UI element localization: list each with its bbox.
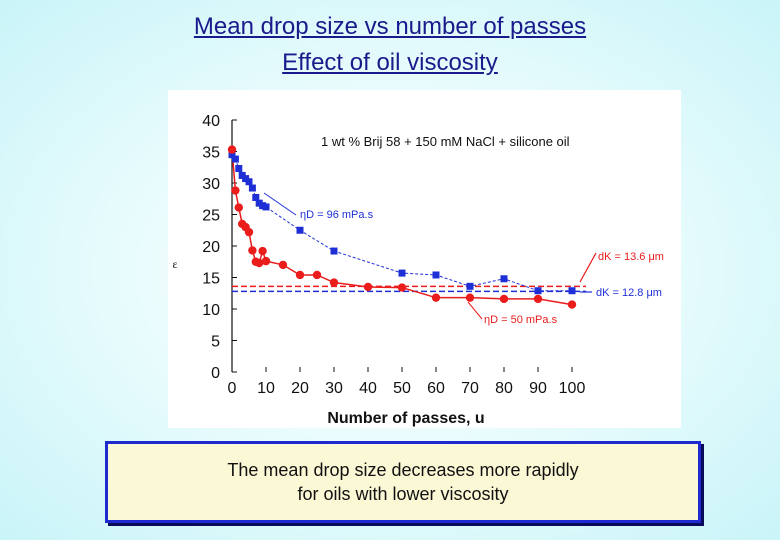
y-tick-label: 30 <box>202 176 220 193</box>
series-label-96: ηD = 96 mPa.s <box>300 209 374 221</box>
y-axis-label: ε <box>172 257 177 271</box>
series-label-50: ηD = 50 mPa.s <box>484 314 558 326</box>
data-point-circle <box>329 278 339 287</box>
reference-line-label-12-8: dK = 12.8 μm <box>596 287 662 299</box>
data-point-square <box>398 269 406 277</box>
chart-panel: 0 5 10 15 20 25 30 35 40 0 10 20 30 40 50 60 70 80 90 100 1… <box>168 90 681 428</box>
reference-line-label-13-6: dK = 13.6 μm <box>598 251 664 263</box>
data-point-circle <box>295 270 305 280</box>
x-tick-label: 80 <box>495 380 513 397</box>
x-axis-label: Number of passes, u <box>327 410 484 427</box>
data-point-square <box>466 282 474 290</box>
data-point-circle <box>431 293 441 302</box>
data-point-square <box>252 193 260 201</box>
data-point-circle <box>227 145 237 154</box>
y-tick-label: 40 <box>202 113 220 130</box>
data-point-square <box>432 271 440 279</box>
x-tick-label: 90 <box>529 380 547 397</box>
x-tick-label: 100 <box>559 380 586 397</box>
series-label-pointer <box>263 192 297 216</box>
data-point-circle <box>312 270 322 280</box>
x-tick-label: 0 <box>228 380 237 397</box>
y-tick-label: 35 <box>202 145 220 162</box>
y-tick-label: 25 <box>202 208 220 225</box>
data-point-circle <box>278 260 288 270</box>
data-point-square <box>245 178 253 186</box>
y-tick-label: 15 <box>202 271 220 288</box>
data-point-square <box>296 226 304 234</box>
data-point-circle <box>533 294 543 304</box>
caption-box: The mean drop size decreases more rapidl… <box>105 441 701 523</box>
data-point-circle <box>567 300 577 309</box>
data-point-circle <box>397 283 407 292</box>
data-point-circle <box>234 203 243 212</box>
x-tick-label: 50 <box>393 380 411 397</box>
data-point-circle <box>231 186 240 195</box>
data-point-square <box>262 203 270 211</box>
slide-title-line1: Mean drop size vs number of passes <box>193 13 587 40</box>
chart-plot: 0 5 10 15 20 25 30 35 40 0 10 20 30 40 50 60 70 80 90 100 1… <box>172 113 664 427</box>
data-point-circle <box>255 258 264 268</box>
caption-line2: for oils with lower viscosity <box>297 484 509 504</box>
data-point-square <box>235 165 243 173</box>
data-point-circle <box>499 294 509 304</box>
chart-annotation: 1 wt % Brij 58 + 150 mM NaCl + silicone … <box>321 134 570 149</box>
y-tick-label: 20 <box>202 239 220 256</box>
data-point-square <box>568 287 576 295</box>
data-point-circle <box>363 282 373 292</box>
x-tick-label: 20 <box>291 380 309 397</box>
slide-title-line2: Effect of oil viscosity <box>282 49 498 76</box>
data-point-square <box>228 151 236 159</box>
y-tick-label: 5 <box>211 334 220 351</box>
x-tick-label: 40 <box>359 380 377 397</box>
y-tick-label: 10 <box>202 302 220 319</box>
data-point-circle <box>248 246 257 255</box>
data-point-circle <box>244 227 254 237</box>
caption-line1: The mean drop size decreases more rapidl… <box>227 460 579 480</box>
series-label-pointer <box>467 301 483 320</box>
data-point-circle <box>465 293 475 302</box>
data-point-square <box>330 247 338 255</box>
data-point-square <box>534 287 542 295</box>
data-point-circle <box>258 246 267 256</box>
y-tick-label: 0 <box>211 365 220 382</box>
reference-pointer-arrow <box>579 252 597 283</box>
x-tick-label: 10 <box>257 380 275 397</box>
data-point-square <box>500 275 508 283</box>
x-tick-label: 70 <box>461 380 479 397</box>
series-line-1 <box>231 149 573 306</box>
data-point-circle <box>261 256 271 266</box>
data-point-square <box>248 184 256 192</box>
x-tick-label: 30 <box>325 380 343 397</box>
data-point-square <box>231 155 239 163</box>
x-tick-label: 60 <box>427 380 445 397</box>
